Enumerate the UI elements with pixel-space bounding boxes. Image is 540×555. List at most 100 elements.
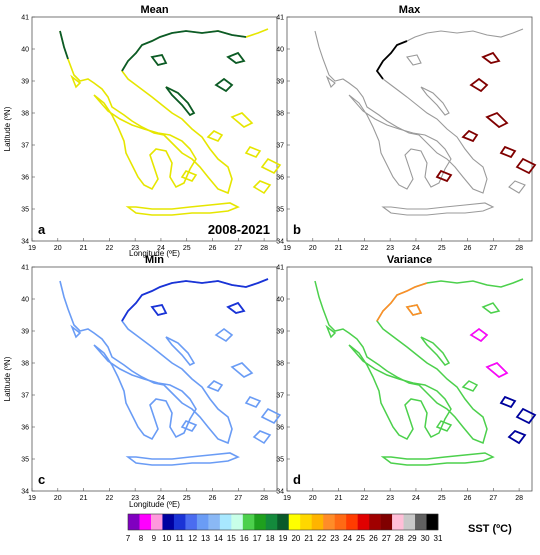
- y-tick-label: 38: [276, 361, 284, 368]
- colorbar-swatch: [380, 514, 393, 530]
- x-tick-label: 28: [260, 495, 268, 502]
- colorbar-swatch: [403, 514, 416, 530]
- colorbar-tick-label: 16: [240, 534, 249, 543]
- x-tick-label: 21: [335, 245, 343, 252]
- x-tick-label: 26: [464, 245, 472, 252]
- panel-b-black-coast: [375, 40, 408, 80]
- y-tick-label: 39: [276, 329, 284, 336]
- panel-d-letter: d: [293, 472, 301, 487]
- colorbar-tick-label: 30: [421, 534, 430, 543]
- y-tick-label: 40: [21, 297, 29, 304]
- colorbar-tick-label: 14: [214, 534, 223, 543]
- colorbar-tick-label: 28: [395, 534, 404, 543]
- panel-c-title: Min: [145, 254, 164, 266]
- colorbar-swatch: [196, 514, 209, 530]
- colorbar-tick-label: 11: [176, 534, 185, 543]
- x-tick-label: 26: [209, 495, 217, 502]
- x-tick-label: 21: [80, 495, 88, 502]
- x-tick-label: 21: [335, 495, 343, 502]
- colorbar-swatch: [242, 514, 255, 530]
- y-tick-label: 37: [276, 143, 284, 150]
- y-tick-label: 36: [21, 175, 29, 182]
- colorbar-tick-label: 13: [201, 534, 210, 543]
- y-tick-label: 38: [21, 361, 29, 368]
- x-tick-label: 23: [131, 495, 139, 502]
- y-tick-label: 38: [276, 111, 284, 118]
- panel-a: Mean a 2008-2021: [31, 4, 281, 242]
- x-tick-label: 24: [157, 245, 165, 252]
- colorbar-tick-label: 22: [317, 534, 326, 543]
- x-tick-label: 20: [309, 245, 317, 252]
- x-tick-label: 22: [360, 245, 368, 252]
- x-tick-label: 19: [28, 245, 36, 252]
- x-tick-label: 22: [360, 495, 368, 502]
- colorbar-tick-label: 7: [126, 534, 131, 543]
- colorbar-tick-label: 21: [304, 534, 313, 543]
- colorbar-tick-label: 10: [162, 534, 171, 543]
- colorbar-swatch: [208, 514, 221, 530]
- colorbar-swatch: [311, 514, 324, 530]
- colorbar-swatch: [369, 514, 381, 530]
- colorbar: 7 8 9 10 11 12 13 14 15 16 17 18 19 20 21 22 23 24 25 26 27 2…: [126, 513, 443, 543]
- panel-d-blue-coast: [499, 395, 537, 445]
- x-tick-label: 20: [54, 495, 62, 502]
- y-tick-label: 36: [276, 425, 284, 432]
- y-tick-label: 37: [21, 143, 29, 150]
- colorbar-tick-label: 15: [227, 534, 236, 543]
- y-tick-label: 40: [21, 47, 29, 54]
- panel-a-green-coast: [59, 30, 247, 117]
- colorbar-tick-label: 23: [330, 534, 339, 543]
- axis-ticks: 19 20 21 22 23 24 25 26 27 28 34 35 36 37 38 39 40 41 19 20…: [21, 15, 523, 503]
- x-tick-label: 25: [183, 245, 191, 252]
- y-tick-label: 34: [21, 239, 29, 246]
- colorbar-swatch: [346, 514, 358, 530]
- x-tick-label: 26: [464, 495, 472, 502]
- x-tick-label: 28: [515, 495, 523, 502]
- y-tick-label: 40: [276, 47, 284, 54]
- x-tick-label: 27: [489, 495, 497, 502]
- colorbar-swatch: [162, 514, 175, 530]
- panel-d-orange-coast: [376, 282, 428, 322]
- colorbar-tick-label: 20: [291, 534, 300, 543]
- ylabel-bottom: Latitude (ºN): [3, 356, 12, 401]
- colorbar-label: SST (ºC): [468, 523, 512, 535]
- panel-d: Variance d: [286, 254, 537, 492]
- x-tick-label: 22: [105, 495, 113, 502]
- ylabel-top: Latitude (ºN): [3, 106, 12, 151]
- colorbar-swatch: [392, 514, 404, 530]
- x-tick-label: 21: [80, 245, 88, 252]
- x-tick-label: 22: [105, 245, 113, 252]
- panel-d-magenta-coast: [469, 328, 509, 378]
- y-tick-label: 38: [21, 111, 29, 118]
- colorbar-swatch: [277, 514, 290, 530]
- colorbar-tick-label: 25: [356, 534, 365, 543]
- colorbar-swatch: [231, 514, 244, 530]
- colorbar-tick-label: 19: [279, 534, 288, 543]
- panel-a-letter: a: [38, 222, 46, 237]
- colorbar-swatch: [219, 514, 232, 530]
- colorbar-swatch: [323, 514, 335, 530]
- y-tick-label: 34: [276, 239, 284, 246]
- panel-d-title: Variance: [387, 254, 432, 266]
- y-tick-label: 37: [276, 393, 284, 400]
- colorbar-tick-label: 29: [408, 534, 417, 543]
- colorbar-swatch: [254, 514, 267, 530]
- y-tick-label: 34: [276, 489, 284, 496]
- x-tick-label: 25: [183, 495, 191, 502]
- colorbar-swatch: [139, 514, 152, 530]
- y-tick-label: 39: [21, 329, 29, 336]
- colorbar-swatch: [357, 514, 370, 530]
- colorbar-swatch: [173, 514, 186, 530]
- y-tick-label: 35: [21, 457, 29, 464]
- colorbar-tick-label: 27: [382, 534, 391, 543]
- panel-b-dark-red-coast: [435, 51, 537, 183]
- colorbar-swatch: [415, 514, 427, 530]
- panel-d-frame: [286, 266, 533, 492]
- x-tick-label: 27: [489, 245, 497, 252]
- colorbar-tick-label: 12: [188, 534, 197, 543]
- y-tick-label: 36: [276, 175, 284, 182]
- x-tick-label: 25: [438, 495, 446, 502]
- y-tick-label: 39: [21, 79, 29, 86]
- panel-b-title: Max: [399, 4, 421, 16]
